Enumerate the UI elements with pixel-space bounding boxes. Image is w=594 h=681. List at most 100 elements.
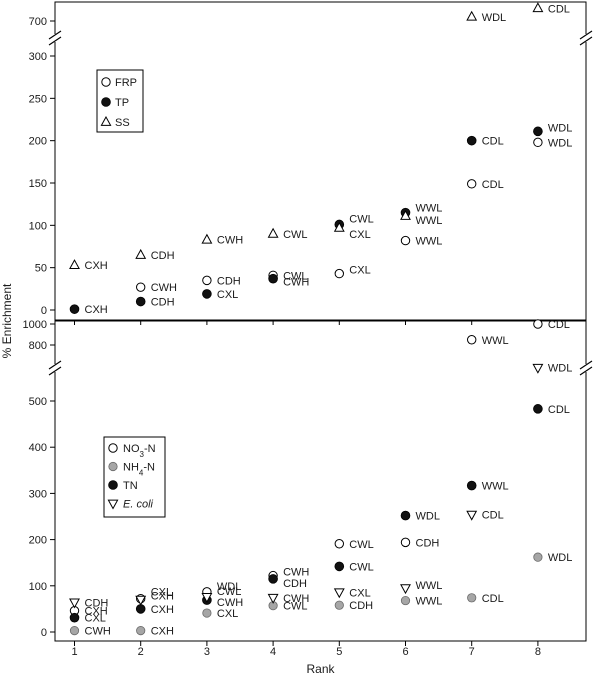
bottom-panel-point-shape bbox=[69, 598, 80, 609]
bottom-panel-point bbox=[467, 593, 477, 603]
bottom-panel-point-label: CDL bbox=[548, 404, 570, 416]
top-panel-point bbox=[267, 227, 279, 238]
bottom-panel-point-label: CDL bbox=[482, 510, 504, 522]
bottom-panel-point bbox=[333, 588, 345, 599]
legend-label: SS bbox=[115, 117, 130, 129]
bottom-panel-point bbox=[268, 574, 278, 584]
legend-marker bbox=[101, 77, 111, 87]
legend-marker-shape bbox=[100, 115, 112, 126]
bottom-panel-point-shape bbox=[466, 510, 478, 521]
top-panel-point bbox=[135, 296, 146, 307]
top-panel-point-label: WDL bbox=[482, 12, 506, 24]
bottom-panel-point-label: CWH bbox=[217, 597, 243, 609]
bottom-panel-point bbox=[400, 537, 411, 548]
top-panel-point-label: CWL bbox=[283, 270, 307, 282]
bottom-panel-point-shape bbox=[334, 539, 344, 549]
legend-marker-shape bbox=[108, 443, 118, 453]
top-panel-point-label: CXL bbox=[217, 289, 238, 301]
bottom-panel-point-label: CWL bbox=[349, 561, 373, 573]
bottom-panel-point bbox=[69, 598, 80, 609]
bottom-panel-point bbox=[135, 595, 147, 606]
bottom-panel-point-shape bbox=[467, 335, 477, 345]
bottom-panel-point-label: CWL bbox=[217, 586, 241, 598]
x-axis-title: Rank bbox=[306, 662, 335, 676]
bottom-panel-point-label: WDL bbox=[217, 581, 241, 593]
top-panel-point bbox=[69, 259, 80, 270]
top-panel-point-shape bbox=[334, 268, 344, 279]
top-panel-point bbox=[400, 235, 411, 246]
xtick-label: 8 bbox=[535, 646, 541, 658]
top-panel-point-shape bbox=[267, 227, 279, 238]
bottom-panel-point-shape bbox=[135, 595, 147, 606]
top-panel-ytick-label: 150 bbox=[29, 178, 47, 190]
bottom-panel-point-label: CXH bbox=[151, 591, 174, 603]
bottom-panel-point-label: WWL bbox=[482, 335, 509, 347]
bottom-panel-point-shape bbox=[202, 608, 212, 618]
top-panel-ytick-label: 700 bbox=[29, 16, 47, 28]
bottom-panel-point-shape bbox=[69, 626, 80, 636]
bottom-panel-point-label: CXH bbox=[151, 604, 174, 616]
bottom-panel-point-label: WWL bbox=[416, 580, 443, 592]
top-panel-point-shape bbox=[268, 273, 278, 284]
top-panel-break-mark bbox=[579, 36, 593, 46]
bottom-panel-break-mark bbox=[48, 366, 62, 376]
top-panel-ytick-label: 100 bbox=[29, 220, 47, 232]
y-axis-title: % Enrichment bbox=[0, 283, 14, 358]
top-panel-point-shape bbox=[69, 304, 80, 314]
top-panel-ytick-label: 300 bbox=[29, 51, 47, 63]
top-panel-point-label: CWH bbox=[217, 235, 243, 247]
legend-marker-shape bbox=[107, 499, 119, 510]
bottom-panel-point-label: CDH bbox=[349, 600, 373, 612]
bottom-panel-ytick-label: 800 bbox=[29, 340, 47, 352]
bottom-panel-point-shape bbox=[533, 319, 543, 329]
top-panel-point bbox=[466, 135, 477, 146]
top-panel-point-label: CDL bbox=[548, 3, 570, 15]
top-panel-point-label: WDL bbox=[548, 137, 572, 149]
bottom-panel-point bbox=[533, 319, 543, 329]
bottom-panel-point bbox=[334, 600, 344, 610]
bottom-panel-point bbox=[69, 612, 80, 623]
xtick-label: 3 bbox=[204, 646, 210, 658]
top-panel-point bbox=[532, 2, 544, 13]
bottom-panel-point bbox=[136, 626, 146, 636]
legend-label: TP bbox=[115, 97, 129, 109]
bottom-panel-point-label: CWL bbox=[349, 539, 373, 551]
top-panel-point-shape bbox=[400, 209, 411, 220]
xtick-label: 4 bbox=[270, 646, 276, 658]
legend-label: NH4-N bbox=[123, 462, 155, 478]
bottom-panel-point-label: CDH bbox=[283, 578, 307, 590]
bottom-panel-point-label: CDL bbox=[482, 593, 504, 605]
top-panel-point-label: CDH bbox=[217, 275, 241, 287]
top-panel-point bbox=[467, 179, 477, 189]
bottom-panel-point bbox=[532, 363, 544, 374]
top-panel-point bbox=[136, 282, 146, 292]
bottom-panel-break-mark bbox=[48, 360, 62, 370]
bottom-panel-point bbox=[69, 626, 80, 636]
bottom-panel-point-label: CXL bbox=[217, 608, 238, 620]
bottom-panel-frame bbox=[54, 320, 587, 642]
bottom-panel-point-label: CXL bbox=[349, 587, 370, 599]
top-panel-point-shape bbox=[467, 179, 477, 189]
top-panel-point bbox=[268, 273, 278, 284]
bottom-panel-point bbox=[400, 584, 411, 595]
top-panel-frame bbox=[54, 1, 587, 321]
top-panel-point-shape bbox=[400, 235, 411, 246]
bottom-panel-ytick-label: 500 bbox=[29, 396, 47, 408]
legend-label: TN bbox=[123, 480, 138, 492]
bottom-panel-point-label: WWL bbox=[482, 481, 509, 493]
xtick-label: 2 bbox=[138, 646, 144, 658]
legend-marker bbox=[108, 443, 118, 453]
top-panel-ytick-label: 250 bbox=[29, 93, 47, 105]
top-panel-point-label: CWH bbox=[151, 282, 177, 294]
top-panel-point-label: CDH bbox=[151, 297, 175, 309]
top-panel-point-label: CDH bbox=[151, 250, 175, 262]
top-panel-point-label: WWL bbox=[416, 203, 443, 215]
top-panel-ytick-label: 200 bbox=[29, 136, 47, 148]
top-panel-point-shape bbox=[533, 137, 543, 148]
top-panel-ytick-label: 0 bbox=[41, 305, 47, 317]
bottom-panel-point-label: CDH bbox=[416, 537, 440, 549]
top-panel-point-label: CXL bbox=[349, 229, 370, 241]
